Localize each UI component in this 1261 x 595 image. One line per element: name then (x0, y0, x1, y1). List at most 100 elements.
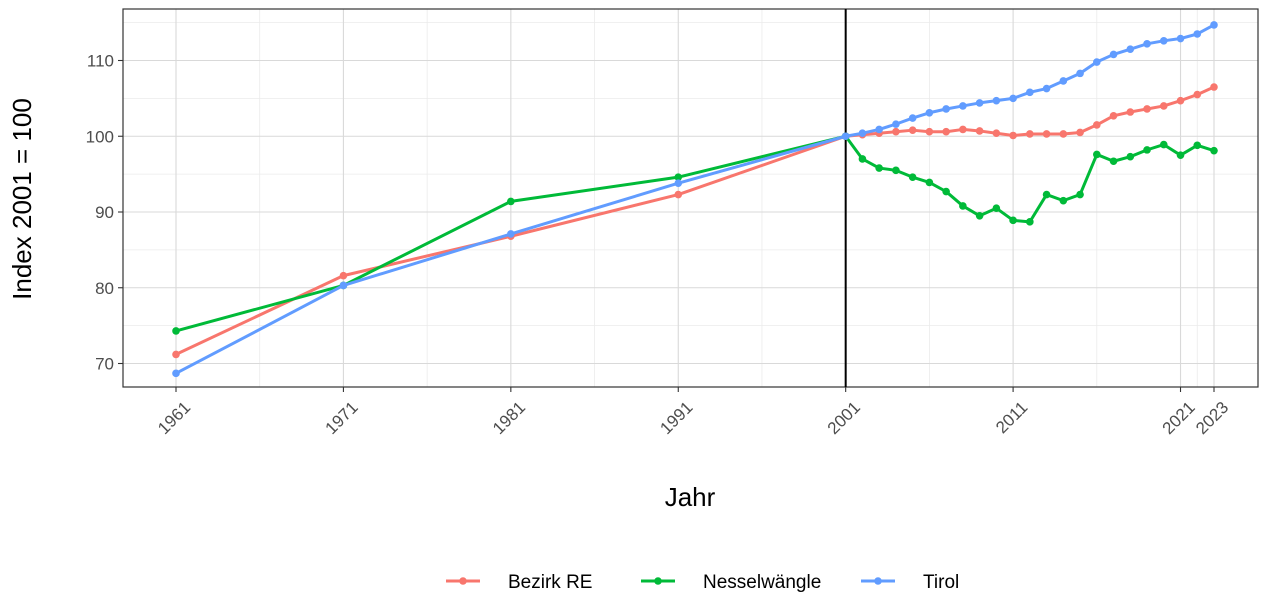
data-point (172, 350, 180, 359)
data-point (975, 211, 984, 220)
data-point (959, 125, 967, 134)
data-point (925, 127, 934, 136)
data-point (1076, 190, 1084, 199)
data-point (507, 197, 515, 206)
data-point (1159, 102, 1168, 110)
data-point (942, 187, 950, 196)
data-point (1193, 90, 1202, 99)
x-tick-label: 2021 (1159, 398, 1199, 438)
data-point (992, 96, 1001, 105)
data-point (1042, 190, 1051, 199)
data-point (1042, 84, 1051, 93)
data-point (1176, 151, 1185, 159)
y-tick-label: 110 (87, 52, 114, 71)
x-axis-title: Jahr (665, 482, 716, 512)
legend-label: Bezirk RE (508, 572, 592, 593)
x-tick-label: 2011 (992, 398, 1031, 437)
data-point (1159, 140, 1168, 149)
data-point (1076, 69, 1084, 78)
legend-item: Tirol (861, 572, 959, 593)
data-point (1059, 77, 1068, 85)
data-point (841, 132, 850, 141)
data-point (1059, 196, 1068, 205)
data-point (674, 190, 683, 199)
data-point (992, 129, 1001, 138)
data-point (942, 127, 950, 136)
data-point (992, 204, 1001, 213)
data-point (1126, 45, 1135, 53)
data-point (1093, 121, 1101, 129)
series (172, 21, 1218, 378)
y-tick-label: 100 (86, 127, 114, 146)
data-point (674, 173, 683, 181)
data-point (339, 271, 348, 280)
series-group (172, 21, 1218, 378)
data-point (908, 114, 917, 122)
data-point (875, 125, 883, 134)
data-point (1076, 128, 1084, 137)
data-point (1176, 34, 1185, 43)
data-point (172, 327, 180, 335)
x-tick-label: 1981 (489, 398, 529, 438)
legend-item: Nesselwängle (641, 572, 821, 593)
x-tick-label: 2023 (1192, 398, 1232, 438)
data-point (908, 173, 917, 181)
data-point (892, 120, 900, 128)
data-point (1210, 83, 1218, 91)
data-point (892, 127, 900, 136)
y-axis-ticks: 70 80 90 100 110 (86, 52, 123, 374)
data-point (1093, 58, 1101, 66)
data-point (858, 129, 867, 138)
data-point (1143, 105, 1151, 113)
legend-item: Bezirk RE (446, 572, 592, 593)
data-point (975, 127, 984, 135)
data-point (1109, 157, 1118, 166)
data-point (1026, 130, 1034, 138)
data-point (1109, 50, 1118, 59)
data-point (942, 105, 950, 113)
grid-lines (123, 9, 1258, 387)
series-line (174, 85, 1216, 356)
data-point (1126, 152, 1135, 161)
data-point (674, 179, 683, 188)
y-tick-label: 90 (95, 203, 114, 222)
data-point (1026, 88, 1034, 97)
data-point (1193, 30, 1202, 38)
data-point (1210, 146, 1218, 155)
data-point (1009, 94, 1017, 103)
y-tick-label: 80 (95, 279, 114, 298)
data-point (1210, 21, 1218, 29)
data-point (1109, 111, 1118, 120)
data-point (172, 369, 180, 378)
data-point (925, 108, 934, 117)
data-point (975, 99, 984, 107)
series (172, 132, 1218, 335)
data-point (1009, 216, 1017, 225)
legend-key-point (874, 577, 882, 585)
data-point (1193, 141, 1202, 150)
legend-label: Nesselwängle (703, 572, 821, 593)
series-line (174, 134, 1216, 333)
y-tick-label: 70 (95, 355, 114, 374)
data-point (1143, 40, 1151, 48)
x-tick-label: 1971 (322, 398, 362, 438)
data-point (959, 102, 967, 110)
data-point (1042, 130, 1051, 138)
data-point (959, 202, 967, 210)
legend-key-point (459, 577, 467, 585)
data-point (892, 166, 900, 175)
data-point (858, 155, 867, 163)
data-point (1059, 130, 1068, 138)
plot-panel (122, 8, 1259, 388)
data-point (1176, 96, 1185, 105)
y-axis-title: Index 2001 = 100 (7, 98, 37, 300)
legend-label: Tirol (923, 572, 959, 593)
x-tick-label: 1961 (154, 398, 194, 438)
data-point (1093, 150, 1101, 159)
legend-key-point (654, 577, 662, 585)
data-point (1009, 131, 1017, 140)
data-point (1159, 37, 1168, 45)
